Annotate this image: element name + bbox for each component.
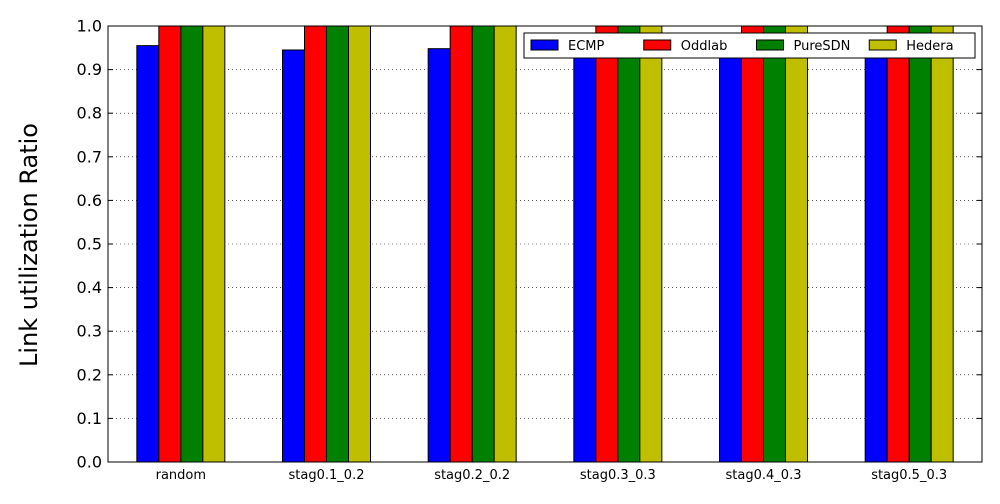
legend-label-puresdn: PureSDN [794,39,851,54]
y-tick-label: 0.5 [77,235,102,254]
plot-frame [107,25,983,463]
bar-ecmp-stag0.3_0.3 [573,56,597,463]
y-axis-label: Link utilization Ratio [15,123,43,367]
bar-oddlab-random [158,25,182,463]
bar-ecmp-stag0.2_0.2 [427,48,451,463]
x-tick-label: stag0.5_0.3 [871,468,947,483]
bar-puresdn-stag0.2_0.2 [471,25,495,463]
y-tick-label: 0.1 [77,409,102,428]
axis-labels: 0.0 0.1 0.2 0.3 0.4 0.5 0.6 0.7 0.8 0.9 1.0 random s… [77,17,948,484]
legend-label-hedera: Hedera [906,39,953,54]
legend-swatch-oddlab [643,39,672,51]
x-tick-label: random [156,468,206,483]
bar-oddlab-stag0.1_0.2 [304,25,327,463]
bars [136,25,954,463]
x-tick-label: stag0.1_0.2 [289,468,365,483]
bar-ecmp-stag0.5_0.3 [864,56,888,463]
y-tick-label: 1.0 [77,17,102,36]
x-tick-label: stag0.3_0.3 [580,468,656,483]
y-tick-label: 0.6 [77,191,102,210]
legend-box [523,32,976,59]
bar-hedera-random [202,25,226,463]
legend-swatch-puresdn [756,39,784,51]
legend: ECMP Oddlab PureSDN Hedera [523,32,976,59]
y-tick-label: 0.0 [77,453,102,472]
y-tick-label: 0.9 [77,60,102,79]
bar-hedera-stag0.1_0.2 [348,25,371,463]
y-tick-label: 0.4 [77,278,102,297]
legend-label-ecmp: ECMP [568,39,605,54]
legend-swatch-hedera [868,39,897,51]
x-tick-label: stag0.4_0.3 [726,468,802,483]
y-tick-label: 0.7 [77,147,102,166]
bar-ecmp-random [136,45,160,463]
bar-oddlab-stag0.4_0.3 [741,25,764,463]
y-tick-label: 0.3 [77,322,102,341]
bar-oddlab-stag0.2_0.2 [449,25,473,463]
bar-puresdn-stag0.1_0.2 [326,25,349,463]
legend-swatch-ecmp [530,39,559,51]
grid-lines [108,69,982,419]
bar-puresdn-stag0.5_0.3 [908,25,932,463]
legend-label-oddlab: Oddlab [681,39,728,54]
bar-puresdn-random [180,25,204,463]
bar-puresdn-stag0.4_0.3 [763,25,786,463]
bar-hedera-stag0.3_0.3 [639,25,663,463]
bar-hedera-stag0.5_0.3 [930,25,954,463]
bar-ecmp-stag0.4_0.3 [719,56,742,463]
bar-oddlab-stag0.5_0.3 [886,25,910,463]
bar-oddlab-stag0.3_0.3 [595,25,619,463]
bar-hedera-stag0.4_0.3 [785,25,808,463]
bar-hedera-stag0.2_0.2 [493,25,517,463]
y-tick-label: 0.8 [77,104,102,123]
x-tick-label: stag0.2_0.2 [434,468,510,483]
bar-puresdn-stag0.3_0.3 [617,25,641,463]
y-tick-label: 0.2 [77,365,102,384]
axis-ticks [108,25,982,463]
bar-ecmp-stag0.1_0.2 [282,49,305,463]
